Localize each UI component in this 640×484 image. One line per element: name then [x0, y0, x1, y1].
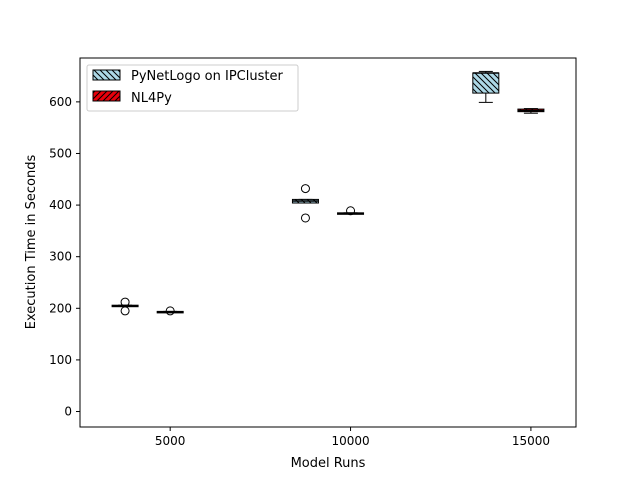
x-tick-label: 10000	[331, 434, 369, 448]
y-tick-label: 400	[49, 198, 72, 212]
plot-background	[80, 58, 576, 427]
outlier-point-pynetlogo-on-ipcluster	[300, 213, 310, 223]
y-tick-label: 300	[49, 250, 72, 264]
outlier-point-pynetlogo-on-ipcluster	[120, 297, 130, 307]
boxes-layer	[111, 70, 545, 316]
y-tick-label: 200	[49, 301, 72, 315]
y-tick-label: 600	[49, 95, 72, 109]
outlier-point-nl4py	[165, 306, 175, 316]
outlier-point-pynetlogo-on-ipcluster	[300, 184, 310, 194]
legend-swatch-pynetlogo	[92, 69, 121, 81]
y-axis-label: Execution Time in Seconds	[24, 155, 39, 330]
outlier-point-pynetlogo-on-ipcluster	[120, 306, 130, 316]
y-tick-label: 0	[64, 405, 72, 419]
box-pynetlogo-on-ipcluster	[472, 72, 500, 94]
y-tick-label: 100	[49, 353, 72, 367]
legend: PyNetLogo on IPCluster NL4Py	[86, 64, 299, 112]
legend-label-nl4py: NL4Py	[131, 91, 172, 106]
legend-swatch-nl4py	[92, 90, 121, 102]
x-tick-label: 15000	[512, 434, 550, 448]
outlier-point-nl4py	[346, 206, 356, 216]
x-tick-label: 5000	[155, 434, 186, 448]
legend-label-pynetlogo: PyNetLogo on IPCluster	[131, 69, 283, 84]
legend-frame	[86, 64, 299, 112]
x-axis-label: Model Runs	[291, 456, 366, 471]
x-axis: 5000 10000 15000	[155, 427, 550, 448]
y-axis: 0 100 200 300 400 500 600	[49, 95, 80, 419]
y-tick-label: 500	[49, 146, 72, 160]
plot-frame	[79, 57, 577, 428]
